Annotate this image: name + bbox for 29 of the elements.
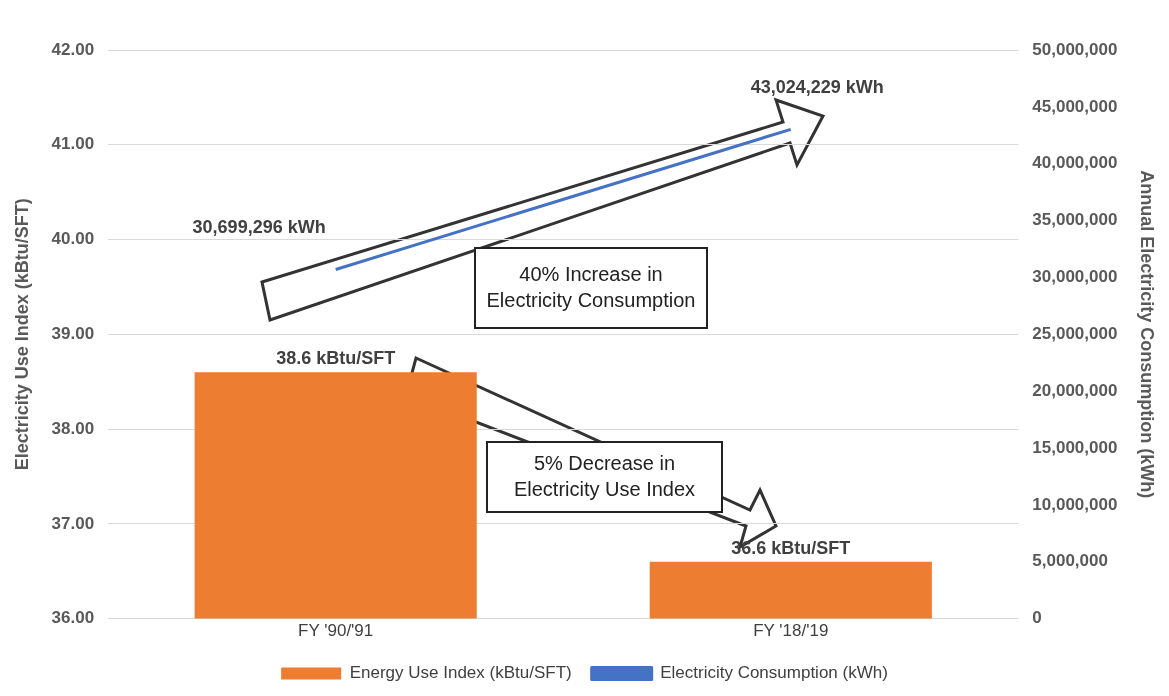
y-tick-label: 40.00 (51, 229, 95, 249)
y2-tick-label: 10,000,000 (1032, 494, 1118, 514)
y2-tick-label: 30,000,000 (1032, 267, 1118, 287)
y-tick-label: 41.00 (51, 134, 95, 154)
y-tick-label: 42.00 (51, 39, 95, 59)
y-tick-label: 36.00 (51, 608, 95, 628)
annotation: 40% Increase in Electricity Consumption (486, 262, 696, 311)
data-label: 43,024,229 kWh (750, 77, 884, 98)
y-tick-label: 37.00 (51, 513, 95, 533)
annotation: 5% Decrease in Electricity Use Index (513, 451, 696, 500)
y2-tick-label: 25,000,000 (1032, 323, 1118, 343)
data-label: 38.6 kBtu/SFT (276, 348, 396, 369)
y2-axis-title: Annual Electricity Consumption (kWh) (1137, 170, 1158, 499)
y-axis-title: Electricity Use Index (kBtu/SFT) (11, 198, 32, 471)
x-tick-label: FY '18/'19 (753, 621, 829, 641)
y2-tick-label: 5,000,000 (1032, 551, 1108, 571)
legend-label: Energy Use Index (kBtu/SFT) (349, 663, 572, 683)
y2-tick-label: 15,000,000 (1032, 437, 1118, 457)
y-tick-label: 39.00 (51, 323, 95, 343)
y2-tick-label: 40,000,000 (1032, 153, 1118, 173)
data-label: 30,699,296 kWh (192, 217, 326, 238)
y2-tick-label: 20,000,000 (1032, 380, 1118, 400)
legend-label: Electricity Consumption (kWh) (660, 663, 888, 683)
x-tick-label: FY '90/'91 (298, 621, 374, 641)
y2-tick-label: 50,000,000 (1032, 39, 1118, 59)
y2-tick-label: 45,000,000 (1032, 96, 1118, 116)
y-tick-label: 38.00 (51, 418, 95, 438)
y2-tick-label: 0 (1032, 608, 1042, 628)
y2-tick-label: 35,000,000 (1032, 210, 1118, 230)
